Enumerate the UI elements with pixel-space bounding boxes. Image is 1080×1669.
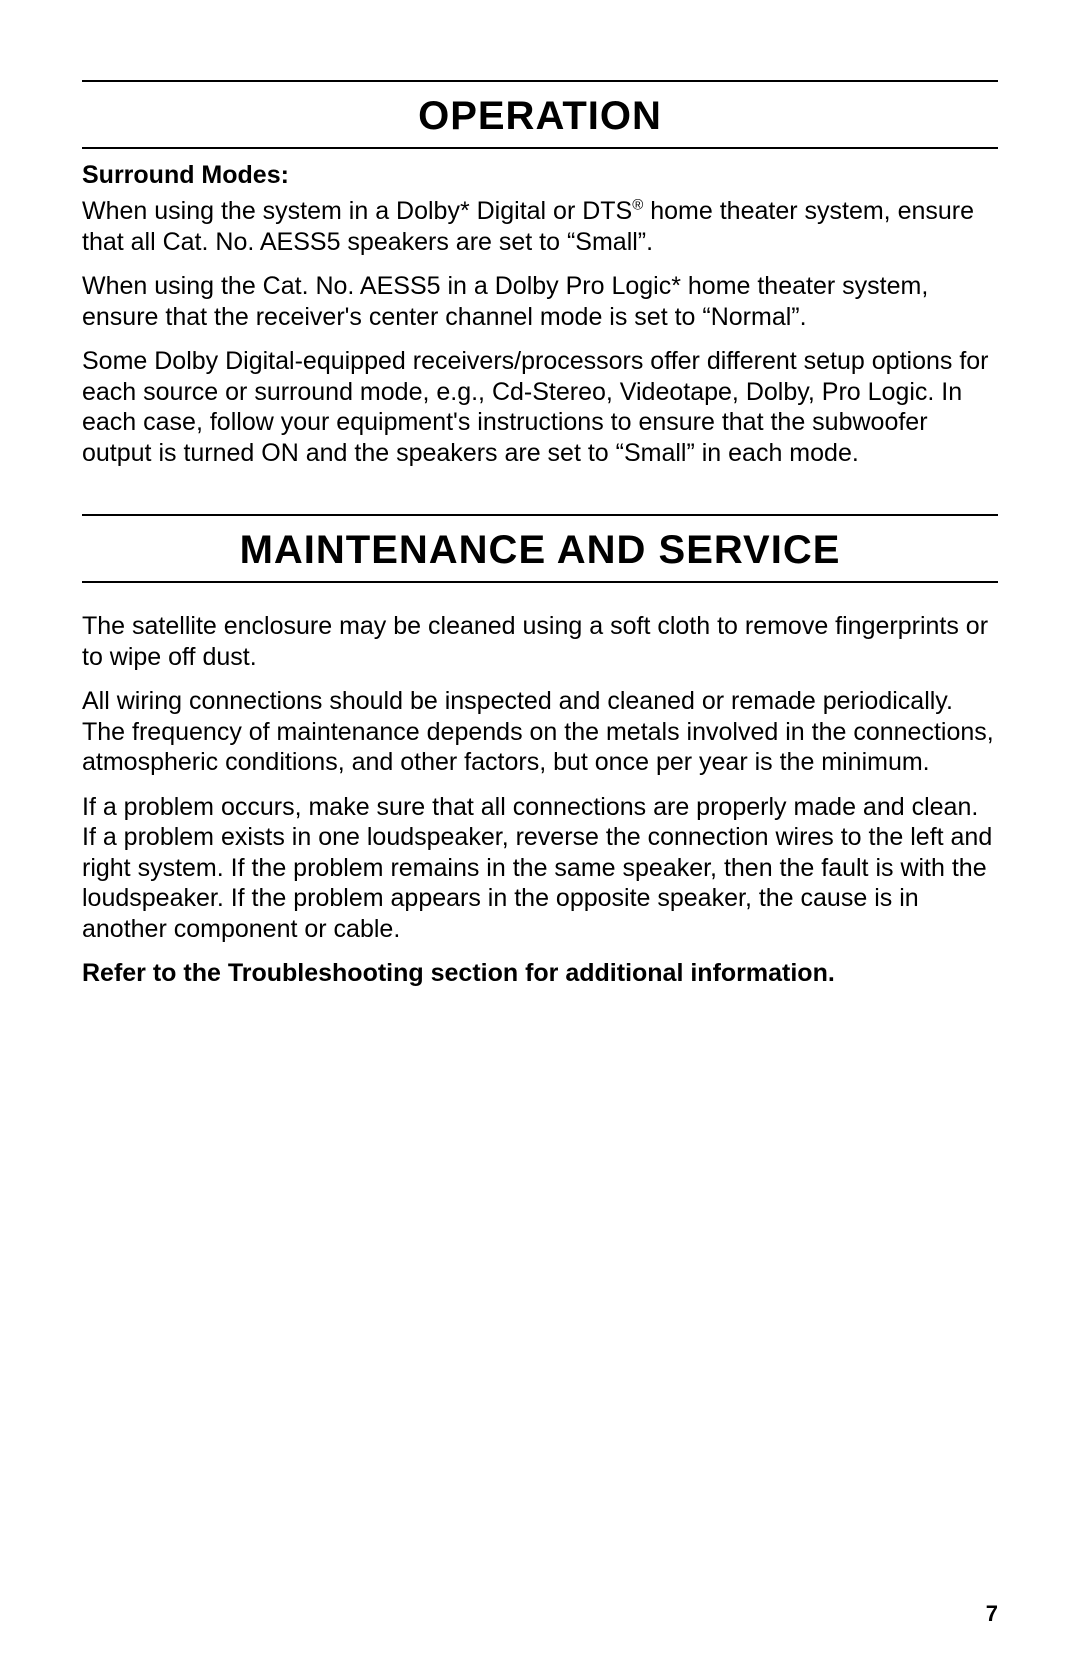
operation-heading: OPERATION bbox=[82, 80, 998, 149]
page-number: 7 bbox=[986, 1601, 998, 1627]
maintenance-paragraph-4-bold: Refer to the Troubleshooting section for… bbox=[82, 958, 998, 989]
surround-modes-subheading: Surround Modes: bbox=[82, 161, 998, 190]
operation-paragraph-2: When using the Cat. No. AESS5 in a Dolby… bbox=[82, 271, 998, 332]
page-container: OPERATION Surround Modes: When using the… bbox=[0, 0, 1080, 1669]
maintenance-paragraph-1: The satellite enclosure may be cleaned u… bbox=[82, 611, 998, 672]
operation-paragraph-1: When using the system in a Dolby* Digita… bbox=[82, 196, 998, 257]
maintenance-heading: MAINTENANCE AND SERVICE bbox=[82, 514, 998, 583]
operation-p1-part-a: When using the system in a Dolby* Digita… bbox=[82, 197, 632, 225]
registered-symbol: ® bbox=[632, 197, 643, 214]
maintenance-paragraph-3: If a problem occurs, make sure that all … bbox=[82, 792, 998, 945]
maintenance-paragraph-2: All wiring connections should be inspect… bbox=[82, 686, 998, 778]
operation-paragraph-3: Some Dolby Digital-equipped receivers/pr… bbox=[82, 346, 998, 468]
